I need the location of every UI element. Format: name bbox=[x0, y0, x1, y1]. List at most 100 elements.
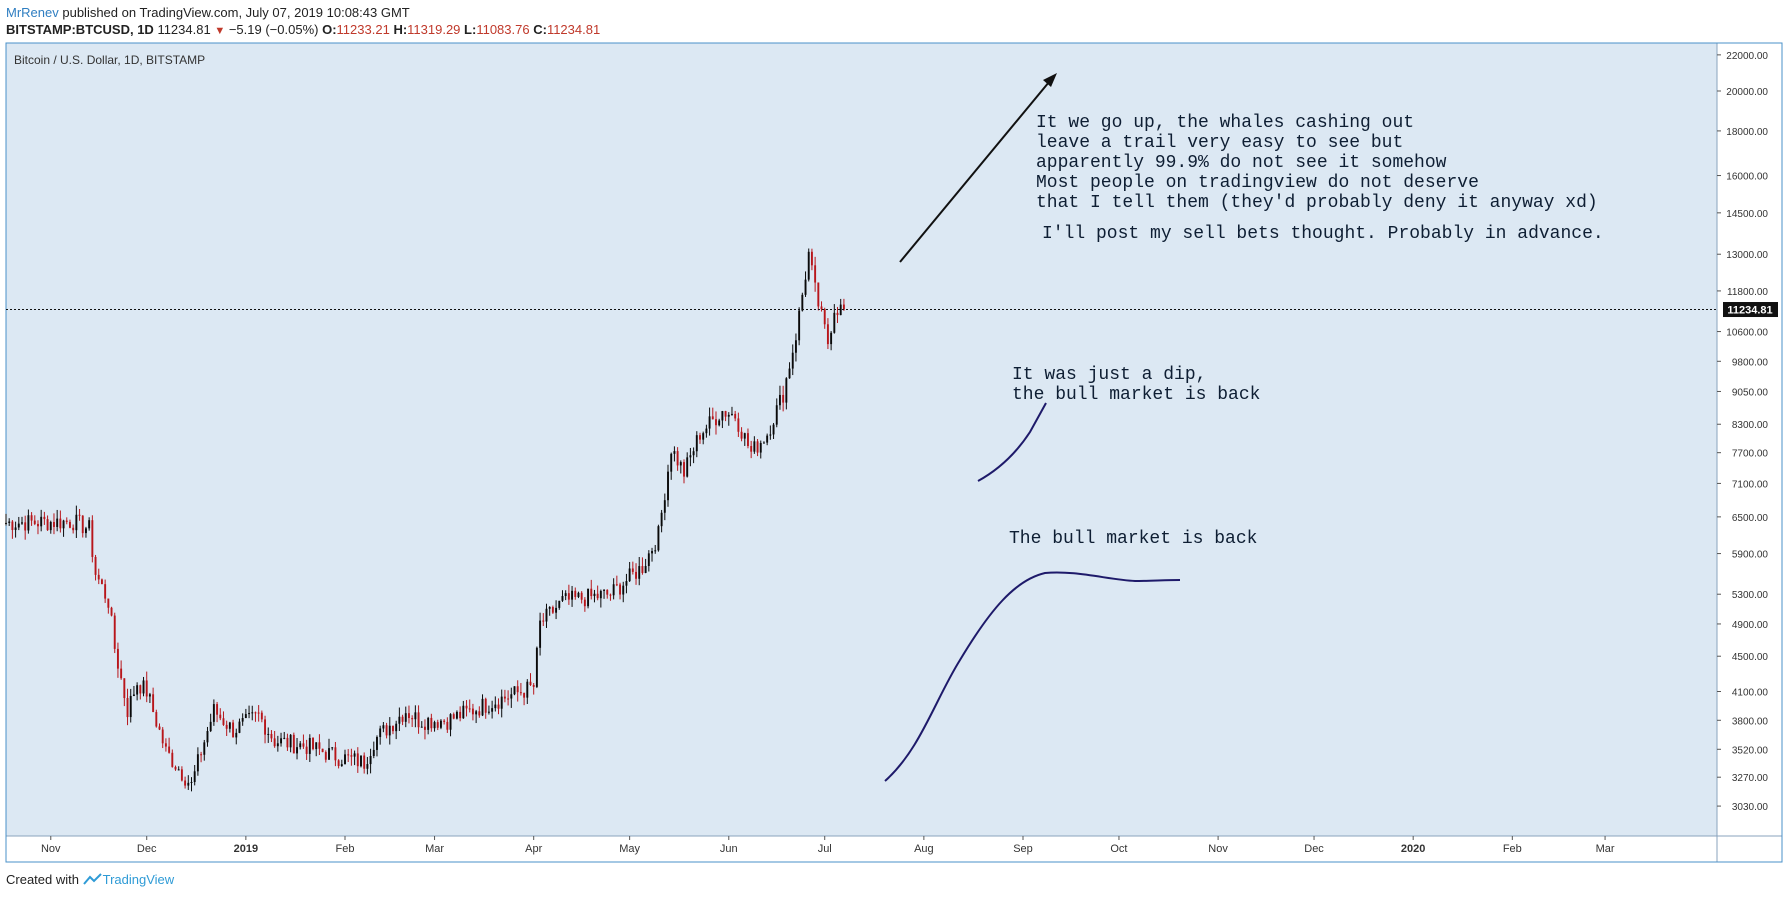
candle-body bbox=[116, 648, 119, 669]
candle-body bbox=[670, 453, 673, 472]
plot-area[interactable] bbox=[6, 43, 1717, 836]
candle-body bbox=[196, 754, 199, 772]
x-tick-label: Mar bbox=[1596, 843, 1615, 855]
candle-body bbox=[369, 755, 372, 765]
candle-body bbox=[171, 752, 174, 767]
candle-body bbox=[836, 312, 839, 316]
candle-body bbox=[161, 729, 164, 744]
y-tick-label: 3520.00 bbox=[1732, 745, 1769, 756]
candle-body bbox=[401, 716, 404, 722]
candle-body bbox=[663, 500, 666, 513]
candle-body bbox=[212, 704, 215, 722]
candle-body bbox=[318, 742, 321, 749]
candle-body bbox=[385, 725, 388, 736]
candle-body bbox=[759, 442, 762, 453]
high-label: H: bbox=[393, 22, 408, 37]
price-axis[interactable]: 22000.00 20000.00 18000.00 16000.00 14500.00… bbox=[1717, 51, 1768, 813]
candle-body bbox=[747, 433, 749, 447]
candle-body bbox=[254, 712, 257, 714]
candle-body bbox=[644, 565, 647, 573]
candle-body bbox=[782, 394, 785, 403]
candle-body bbox=[676, 451, 679, 466]
candle-body bbox=[817, 282, 820, 307]
y-tick-label: 16000.00 bbox=[1726, 172, 1768, 183]
x-tick-label: Feb bbox=[336, 843, 355, 855]
candle-body bbox=[225, 724, 228, 729]
candle-body bbox=[657, 526, 660, 551]
y-tick-label: 10600.00 bbox=[1726, 328, 1768, 339]
candle-body bbox=[395, 723, 398, 732]
candle-body bbox=[436, 722, 439, 728]
candle-body bbox=[372, 749, 375, 756]
candle-body bbox=[497, 704, 500, 709]
candle-body bbox=[222, 718, 225, 725]
candle-body bbox=[283, 737, 286, 739]
candle-body bbox=[750, 446, 753, 452]
x-tick-label: Nov bbox=[1208, 843, 1228, 855]
candle-body bbox=[452, 714, 455, 719]
candle-body bbox=[625, 581, 628, 586]
y-tick-label: 5900.00 bbox=[1732, 550, 1769, 561]
last-price-tag-label: 11234.81 bbox=[1727, 305, 1772, 317]
note-line: leave a trail very easy to see but bbox=[1036, 133, 1403, 153]
candle-body bbox=[356, 753, 359, 767]
candle-body bbox=[5, 522, 7, 524]
candle-body bbox=[129, 695, 132, 718]
candle-body bbox=[833, 312, 836, 333]
candle-body bbox=[772, 424, 775, 435]
candle-body bbox=[651, 551, 653, 554]
candle-body bbox=[97, 574, 100, 580]
candle-body bbox=[126, 698, 129, 718]
candle-body bbox=[184, 780, 187, 786]
candle-body bbox=[731, 413, 733, 415]
author-name[interactable]: MrRenev bbox=[6, 5, 59, 20]
bull-market-text-note[interactable]: The bull market is back bbox=[1009, 529, 1257, 549]
candle-body bbox=[324, 752, 327, 760]
x-tick-label: Aug bbox=[914, 843, 934, 855]
candle-body bbox=[439, 720, 442, 728]
candle-body bbox=[839, 304, 842, 316]
candle-body bbox=[529, 681, 532, 686]
candle-body bbox=[619, 584, 622, 595]
candle-body bbox=[494, 704, 497, 709]
x-tick-label: Feb bbox=[1503, 843, 1522, 855]
candle-body bbox=[577, 592, 580, 597]
whales-text-note[interactable]: It we go up, the whales cashing out leav… bbox=[1036, 113, 1598, 213]
candle-body bbox=[360, 755, 362, 767]
candle-body bbox=[30, 515, 33, 521]
candle-body bbox=[567, 593, 570, 600]
x-tick-label: 2019 bbox=[234, 843, 258, 855]
y-tick-label: 18000.00 bbox=[1726, 127, 1768, 138]
candle-body bbox=[823, 309, 826, 325]
candle-body bbox=[200, 754, 203, 756]
candle-body bbox=[321, 748, 324, 753]
candle-body bbox=[628, 568, 631, 582]
note-line: Most people on tradingview do not deserv… bbox=[1036, 173, 1479, 193]
dip-curve-drawing[interactable] bbox=[977, 402, 1047, 482]
candle-body bbox=[654, 550, 657, 552]
candle-body bbox=[238, 721, 241, 733]
candle-body bbox=[344, 754, 346, 765]
tradingview-link[interactable]: TradingView bbox=[102, 872, 175, 887]
y-tick-label: 20000.00 bbox=[1726, 87, 1768, 98]
candle-body bbox=[49, 521, 52, 531]
upward-arrow-drawing[interactable] bbox=[899, 73, 1057, 263]
footer-credit: Created with TradingView bbox=[6, 871, 174, 888]
candle-body bbox=[609, 594, 612, 596]
y-tick-label: 22000.00 bbox=[1726, 51, 1768, 62]
candle-body bbox=[235, 732, 238, 738]
dip-text-note[interactable]: It was just a dip, the bull market is ba… bbox=[1012, 365, 1260, 405]
candle-body bbox=[702, 433, 705, 440]
candle-body bbox=[53, 521, 55, 527]
candle-body bbox=[417, 712, 420, 728]
candle-body bbox=[120, 668, 123, 679]
candle-body bbox=[708, 416, 711, 429]
bull-market-curve-drawing[interactable] bbox=[884, 571, 1181, 782]
time-axis[interactable]: Nov Dec 2019 Feb Mar Apr May Jun Jul Aug Sep Oct Nov… bbox=[41, 836, 1615, 855]
candle-body bbox=[420, 726, 423, 728]
candle-body bbox=[193, 771, 196, 782]
sell-bets-text-note[interactable]: I'll post my sell bets thought. Probably… bbox=[1042, 224, 1604, 244]
candle-body bbox=[807, 251, 810, 280]
candle-body bbox=[423, 726, 426, 730]
